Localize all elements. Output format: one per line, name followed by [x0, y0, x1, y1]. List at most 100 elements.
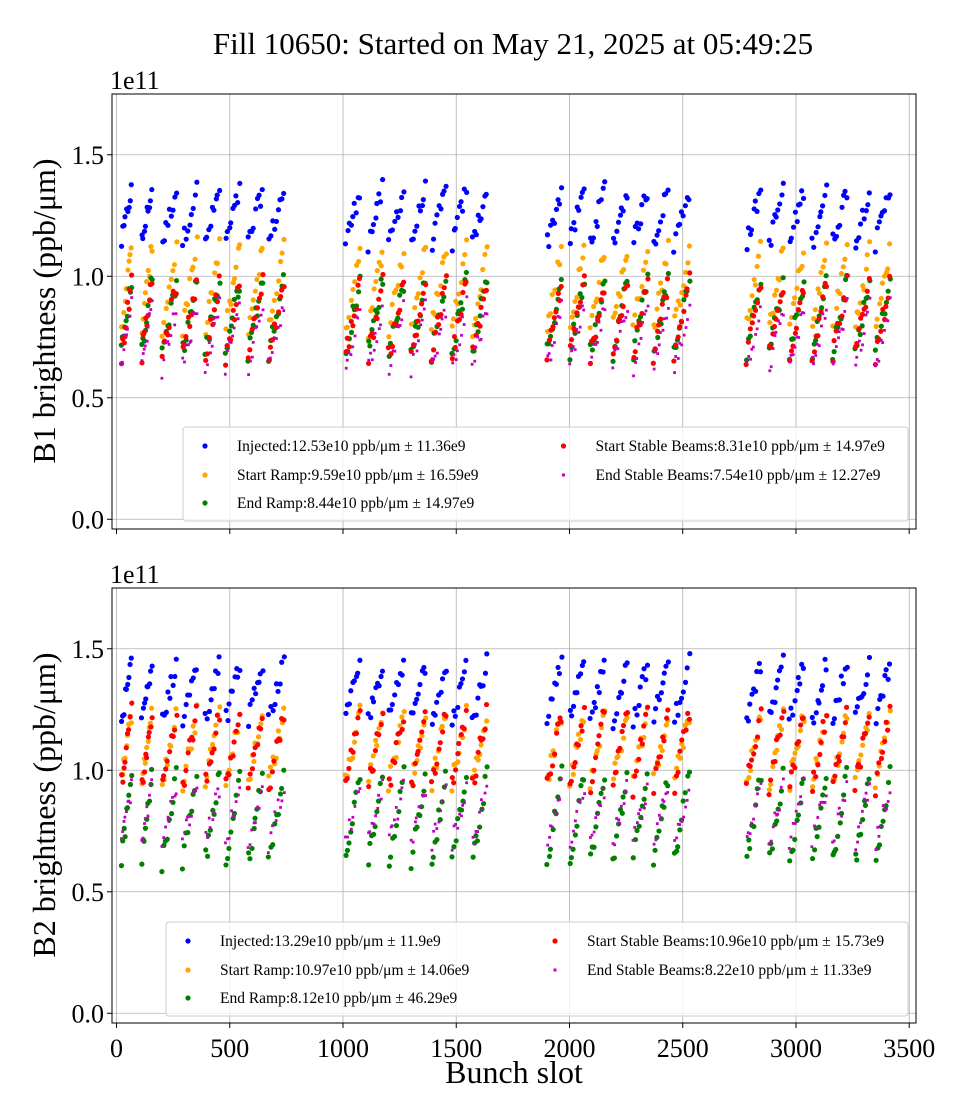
data-point [757, 238, 764, 244]
data-point [685, 773, 691, 779]
data-point [634, 827, 640, 834]
data-point [484, 312, 487, 315]
data-point [645, 704, 651, 710]
data-point [159, 869, 165, 875]
data-point [389, 343, 396, 350]
data-point [231, 276, 238, 282]
data-point [453, 767, 459, 773]
data-point [194, 788, 197, 792]
data-point [599, 804, 603, 808]
data-point [181, 225, 188, 231]
data-point [367, 358, 371, 362]
data-point [160, 376, 164, 380]
data-point [621, 735, 627, 741]
data-point [138, 715, 145, 721]
data-point [223, 372, 227, 376]
data-point [348, 297, 354, 303]
data-point [601, 254, 607, 261]
data-point [615, 817, 618, 820]
data-point [204, 716, 210, 722]
data-point [878, 328, 884, 334]
data-point [160, 845, 164, 848]
data-point [634, 361, 637, 364]
data-point [558, 283, 564, 290]
data-point [823, 273, 829, 279]
data-point [572, 832, 578, 838]
data-point [558, 798, 562, 801]
data-point [272, 226, 278, 232]
data-point [872, 249, 878, 255]
data-point [351, 200, 357, 206]
data-point [473, 833, 479, 839]
data-point [598, 790, 604, 796]
data-point [473, 842, 476, 846]
data-point [857, 221, 864, 227]
data-point [632, 349, 638, 355]
data-point [247, 373, 250, 377]
data-point [260, 272, 266, 278]
data-point [142, 347, 146, 351]
data-point [208, 316, 214, 322]
data-point [621, 266, 627, 273]
data-point [399, 726, 405, 733]
data-point [777, 319, 780, 323]
data-point [228, 323, 234, 329]
data-point [595, 741, 601, 747]
data-point [748, 757, 755, 763]
data-point [882, 311, 888, 317]
data-point [126, 727, 132, 733]
y-tick-label: 1.0 [72, 756, 105, 785]
data-point [401, 764, 407, 770]
data-point [747, 326, 753, 332]
data-point [146, 325, 150, 329]
data-point [483, 791, 487, 795]
data-point [681, 297, 687, 303]
data-point [546, 713, 552, 719]
data-point [260, 668, 266, 674]
data-point [167, 342, 171, 346]
data-point [837, 320, 843, 327]
data-point [558, 243, 564, 250]
data-point [664, 276, 671, 282]
data-point [120, 360, 124, 364]
data-point [270, 842, 276, 848]
data-point [232, 317, 238, 323]
data-point [216, 787, 220, 791]
data-point [601, 290, 607, 296]
data-point [821, 800, 825, 804]
data-point [443, 786, 447, 790]
data-point [365, 249, 371, 255]
data-point [402, 778, 405, 782]
data-point [773, 685, 779, 691]
data-point [475, 695, 481, 701]
data-point [456, 740, 462, 747]
data-point [473, 773, 479, 779]
y-tick-label: 0.5 [72, 384, 105, 413]
data-point [456, 203, 463, 210]
data-point [149, 663, 155, 669]
data-point [250, 225, 256, 231]
data-point [190, 675, 196, 681]
data-point [592, 705, 599, 711]
y-tick-label: 1.5 [72, 141, 105, 170]
data-point [773, 811, 777, 815]
data-point [237, 667, 243, 674]
data-point [789, 835, 793, 839]
data-point [161, 238, 167, 244]
data-point [353, 730, 360, 737]
data-point [350, 214, 356, 220]
data-point [861, 216, 867, 222]
data-point [397, 788, 403, 795]
data-point [192, 192, 198, 198]
data-point [664, 715, 670, 721]
data-point [790, 300, 797, 307]
data-point [367, 343, 373, 349]
data-point [237, 180, 243, 187]
data-point [349, 821, 355, 827]
data-point [187, 222, 193, 228]
data-point [886, 800, 890, 803]
data-point [886, 661, 893, 667]
data-point [753, 688, 759, 694]
data-point [620, 722, 627, 729]
data-point [792, 836, 798, 843]
